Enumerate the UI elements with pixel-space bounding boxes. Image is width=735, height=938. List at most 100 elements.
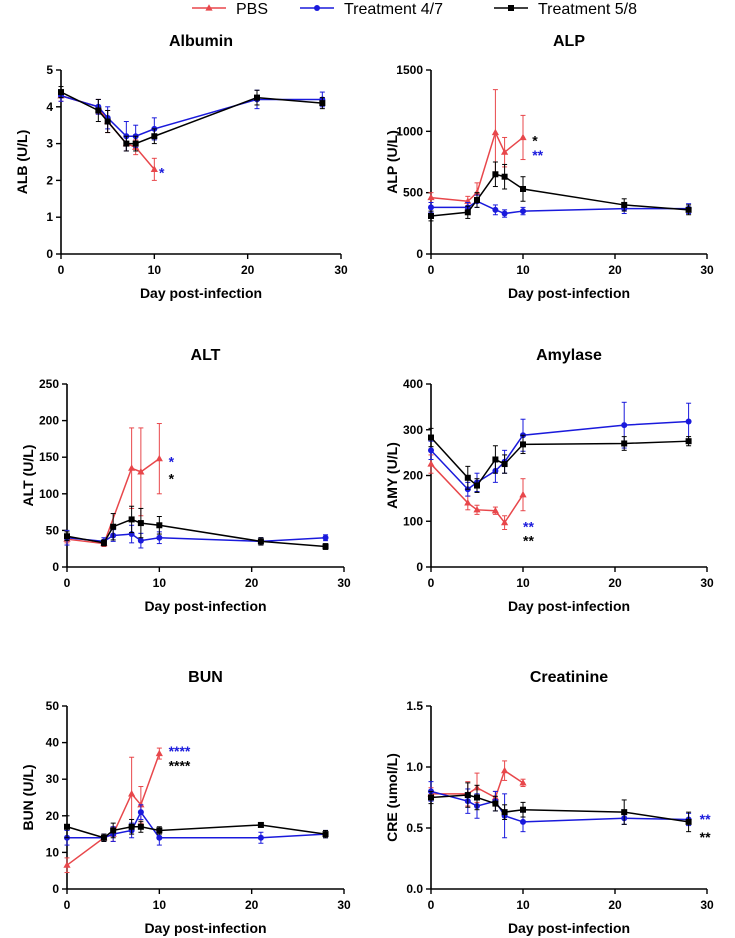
x-tick-label: 30 xyxy=(700,263,714,277)
significance-label: ** xyxy=(700,811,711,827)
y-axis-label: ALB (U/L) xyxy=(14,130,30,195)
series-treatment-5-8 xyxy=(428,161,692,222)
chart-albumin: Albumin 0 1 2 3 4 5 0 10 20 30 Day post-infection AL… xyxy=(14,33,348,301)
y-tick-label: 1.5 xyxy=(406,699,423,713)
data-point xyxy=(63,861,71,868)
data-point xyxy=(519,779,527,786)
significance-label: ** xyxy=(532,147,543,163)
chart-creatinine: Creatinine 0.0 0.5 1.0 1.5 0 10 20 30 Day post-in… xyxy=(384,669,714,936)
series-treatment-5-8 xyxy=(64,505,329,550)
legend: PBS Treatment 4/7 Treatment 5/8 xyxy=(192,1,637,18)
y-tick-label: 0 xyxy=(416,247,423,261)
data-point xyxy=(464,474,471,481)
x-tick-label: 30 xyxy=(337,898,351,912)
significance-label: * xyxy=(169,454,175,470)
chart-title: ALT xyxy=(191,347,221,364)
data-point xyxy=(254,94,260,101)
x-tick-label: 30 xyxy=(337,576,351,590)
chart-title: BUN xyxy=(188,669,223,686)
x-tick-label: 30 xyxy=(700,576,714,590)
data-point xyxy=(491,128,499,136)
x-tick-label: 20 xyxy=(608,576,622,590)
significance-label: * xyxy=(169,471,175,487)
series-pbs xyxy=(57,89,158,181)
significance-label: **** xyxy=(169,758,191,774)
x-tick-label: 0 xyxy=(64,576,71,590)
y-tick-label: 1 xyxy=(46,210,53,224)
chart-title: Amylase xyxy=(536,347,602,364)
data-point xyxy=(685,818,692,825)
y-tick-label: 0 xyxy=(52,560,59,574)
legend-label: Treatment 4/7 xyxy=(344,1,443,18)
y-axis-label: CRE (umol/L) xyxy=(384,753,400,842)
x-tick-label: 10 xyxy=(516,576,530,590)
data-point xyxy=(58,89,64,96)
data-point xyxy=(257,538,264,545)
y-tick-label: 200 xyxy=(39,414,59,428)
data-point xyxy=(132,140,139,147)
data-point xyxy=(621,809,628,816)
y-tick-label: 40 xyxy=(46,736,60,750)
data-point xyxy=(501,766,509,774)
data-point xyxy=(155,454,163,462)
data-point xyxy=(520,185,526,192)
data-point xyxy=(95,107,102,114)
series-line xyxy=(430,463,524,524)
series-treatment-5-8 xyxy=(428,427,692,493)
y-tick-label: 0.5 xyxy=(406,821,423,835)
x-tick-label: 0 xyxy=(64,898,71,912)
legend-marker xyxy=(508,5,514,11)
data-point xyxy=(64,823,70,830)
chart-bun: BUN 0 10 20 30 40 50 0 10 20 30 Day post-infection B… xyxy=(20,669,351,936)
data-point xyxy=(100,834,107,841)
data-point xyxy=(137,809,144,816)
data-point xyxy=(473,506,481,513)
y-tick-label: 0 xyxy=(416,560,423,574)
data-point xyxy=(473,188,481,196)
y-tick-label: 500 xyxy=(403,186,423,200)
data-point xyxy=(492,206,499,213)
data-point xyxy=(520,818,526,825)
data-point xyxy=(474,197,480,204)
data-point xyxy=(322,831,329,838)
y-tick-label: 30 xyxy=(46,772,60,786)
x-tick-label: 0 xyxy=(428,263,435,277)
x-axis-label: Day post-infection xyxy=(140,285,262,301)
legend-marker xyxy=(314,5,320,11)
data-point xyxy=(501,809,508,816)
x-tick-label: 30 xyxy=(334,263,348,277)
x-tick-label: 10 xyxy=(148,263,162,277)
data-point xyxy=(464,499,472,506)
series-line xyxy=(66,753,161,866)
data-point xyxy=(128,790,136,797)
data-point xyxy=(492,456,499,463)
data-point xyxy=(428,447,434,454)
data-point xyxy=(156,534,163,541)
data-point xyxy=(464,209,471,216)
data-point xyxy=(474,482,480,489)
data-point xyxy=(100,539,107,546)
legend-label: Treatment 5/8 xyxy=(538,1,637,18)
data-point xyxy=(492,800,499,807)
y-tick-label: 1000 xyxy=(396,124,423,138)
y-tick-label: 0 xyxy=(52,882,59,896)
x-tick-label: 30 xyxy=(700,898,714,912)
data-point xyxy=(128,823,135,830)
data-point xyxy=(322,534,329,541)
y-tick-label: 10 xyxy=(46,845,60,859)
data-point xyxy=(156,522,163,529)
series-pbs xyxy=(63,747,163,874)
data-point xyxy=(64,533,70,540)
significance-label: * xyxy=(159,164,165,180)
data-point xyxy=(491,506,499,514)
data-point xyxy=(137,801,145,808)
data-point xyxy=(137,823,144,830)
data-point xyxy=(501,461,508,468)
chart-alt: ALT 0 50 100 150 200 250 0 10 20 30 Day post-infect… xyxy=(20,347,351,614)
data-point xyxy=(464,792,471,799)
y-tick-label: 200 xyxy=(403,469,423,483)
y-tick-label: 0 xyxy=(46,247,53,261)
data-point xyxy=(319,100,326,107)
